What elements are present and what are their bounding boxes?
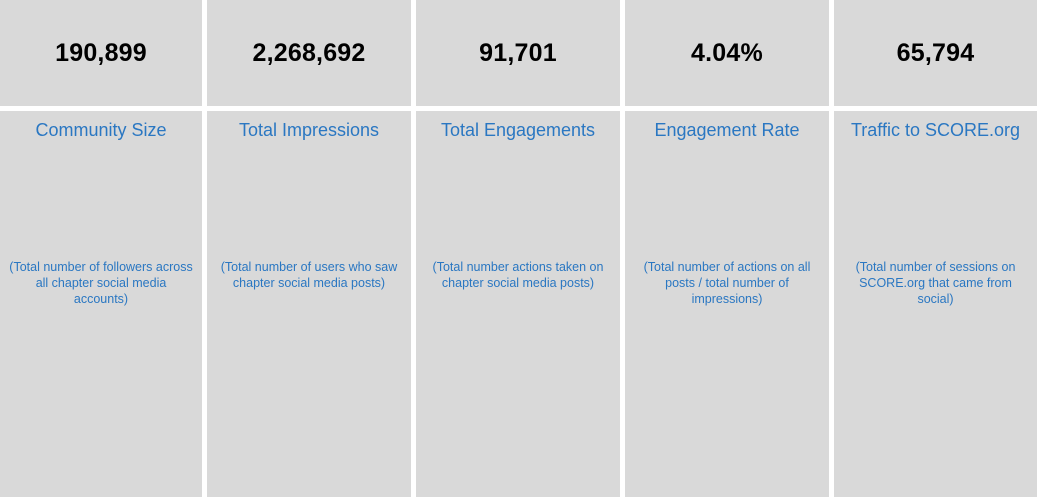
value-cell: 91,701 bbox=[416, 0, 620, 106]
metric-description: (Total number of followers across all ch… bbox=[9, 260, 193, 306]
metric-value: 2,268,692 bbox=[252, 38, 366, 67]
metric-title: Community Size bbox=[35, 120, 167, 140]
metric-title: Total Impressions bbox=[238, 120, 380, 140]
metric-description: (Total number of users who saw chapter s… bbox=[220, 260, 398, 290]
value-cell: 65,794 bbox=[834, 0, 1037, 106]
metric-total-impressions: 2,268,692 Total Impressions (Total numbe… bbox=[207, 0, 411, 497]
metric-title: Engagement Rate bbox=[654, 120, 800, 140]
info-cell: Total Engagements (Total number actions … bbox=[416, 111, 620, 497]
metric-description: (Total number of actions on all posts / … bbox=[643, 260, 811, 306]
metric-value: 91,701 bbox=[479, 38, 557, 67]
value-cell: 2,268,692 bbox=[207, 0, 411, 106]
metric-value: 190,899 bbox=[55, 38, 147, 67]
info-cell: Traffic to SCORE.org (Total number of se… bbox=[834, 111, 1037, 497]
metric-description: (Total number actions taken on chapter s… bbox=[432, 260, 604, 290]
info-cell: Total Impressions (Total number of users… bbox=[207, 111, 411, 497]
metric-community-size: 190,899 Community Size (Total number of … bbox=[0, 0, 202, 497]
metric-description: (Total number of sessions on SCORE.org t… bbox=[855, 260, 1016, 306]
metric-engagement-rate: 4.04% Engagement Rate (Total number of a… bbox=[625, 0, 829, 497]
value-cell: 4.04% bbox=[625, 0, 829, 106]
metric-title: Traffic to SCORE.org bbox=[850, 120, 1021, 140]
info-cell: Community Size (Total number of follower… bbox=[0, 111, 202, 497]
metric-total-engagements: 91,701 Total Engagements (Total number a… bbox=[416, 0, 620, 497]
metric-traffic-to-score: 65,794 Traffic to SCORE.org (Total numbe… bbox=[834, 0, 1037, 497]
metric-title: Total Engagements bbox=[440, 120, 596, 140]
value-cell: 190,899 bbox=[0, 0, 202, 106]
info-cell: Engagement Rate (Total number of actions… bbox=[625, 111, 829, 497]
metric-value: 65,794 bbox=[896, 38, 975, 67]
metric-value: 4.04% bbox=[691, 38, 763, 67]
